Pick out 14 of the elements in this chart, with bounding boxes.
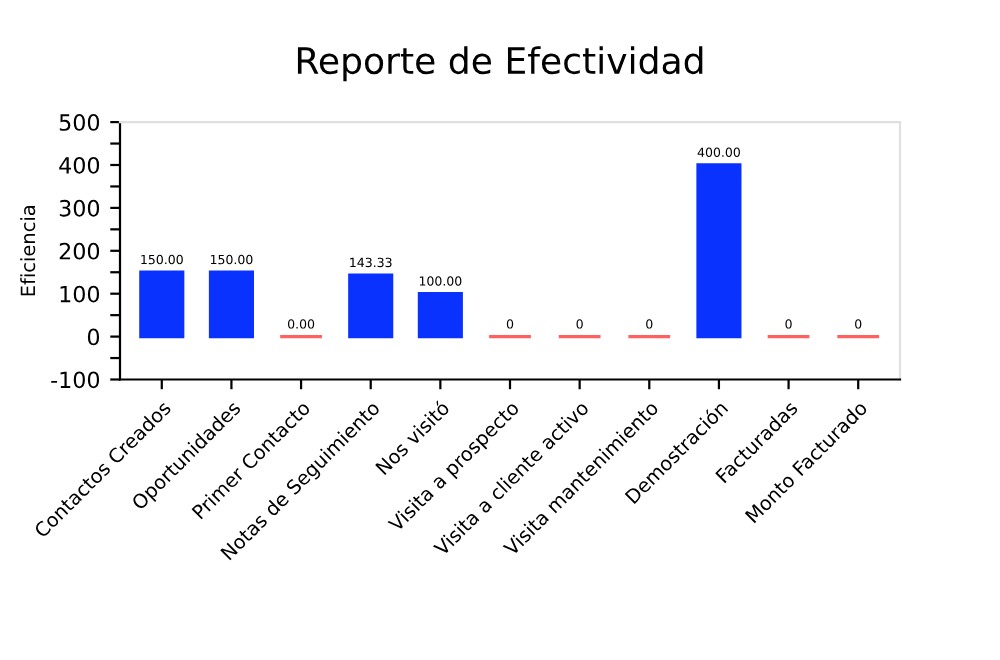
y-tick-label: 200 [59, 242, 100, 260]
chart-title: Reporte de Efectividad [297, 46, 703, 82]
y-tick-label: 100 [60, 285, 100, 303]
y-tick-label: 0 [87, 328, 100, 346]
bar [348, 273, 394, 339]
bar [208, 270, 254, 339]
bar [696, 163, 742, 339]
bar [139, 270, 185, 339]
bar [417, 292, 463, 339]
y-tick-label: 400 [59, 156, 100, 174]
y-tick-label: 500 [59, 114, 100, 131]
y-axis-title: Eficiencia [20, 206, 36, 296]
y-tick-label: 300 [59, 199, 100, 217]
y-tick-label: -100 [51, 371, 100, 389]
